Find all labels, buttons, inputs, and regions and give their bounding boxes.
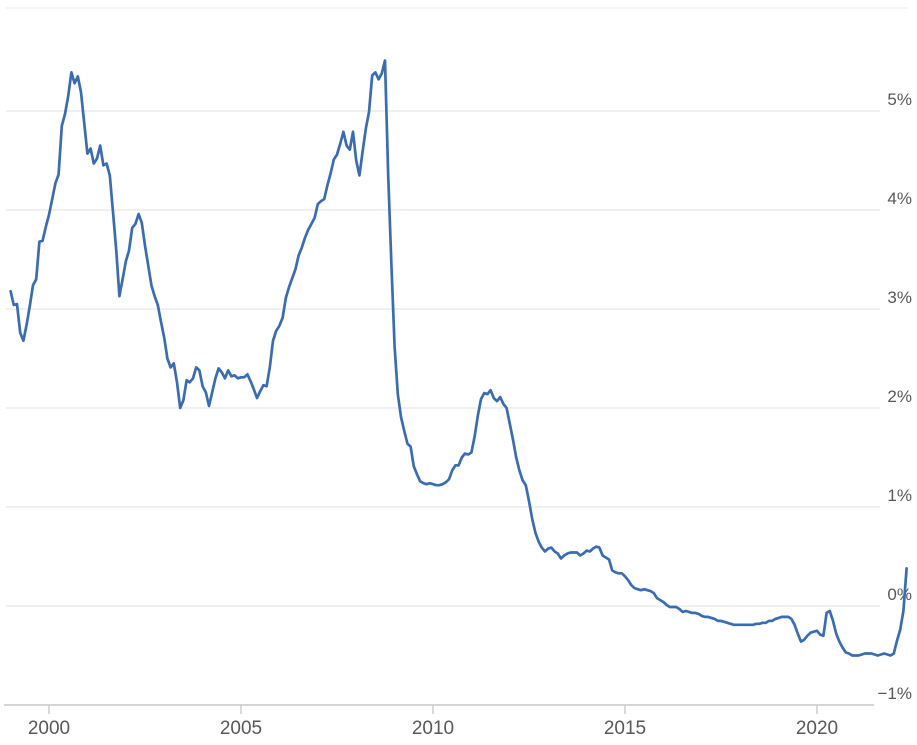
x-tick-label: 2010 — [412, 718, 454, 739]
y-tick-label: 3% — [887, 288, 912, 307]
x-tick-label: 2005 — [220, 718, 262, 739]
y-tick-label: 1% — [887, 486, 912, 505]
series-group — [9, 59, 908, 657]
axis-group — [4, 704, 874, 714]
y-tick-label: 5% — [887, 90, 912, 109]
x-tick-label: 2020 — [796, 718, 838, 739]
x-tick-label: 2000 — [28, 718, 70, 739]
y-tick-label: 2% — [887, 387, 912, 406]
axis-labels-group: 5% 4% 3% 2% 1% 0% −1% 2000 2005 2010 2015 2020 — [28, 90, 912, 739]
gridlines-group — [6, 7, 908, 607]
y-tick-label: 4% — [887, 189, 912, 208]
y-tick-label: −1% — [878, 684, 913, 703]
y-tick-label: 0% — [887, 585, 912, 604]
series-line[interactable] — [9, 59, 908, 657]
x-tick-label: 2015 — [604, 718, 646, 739]
